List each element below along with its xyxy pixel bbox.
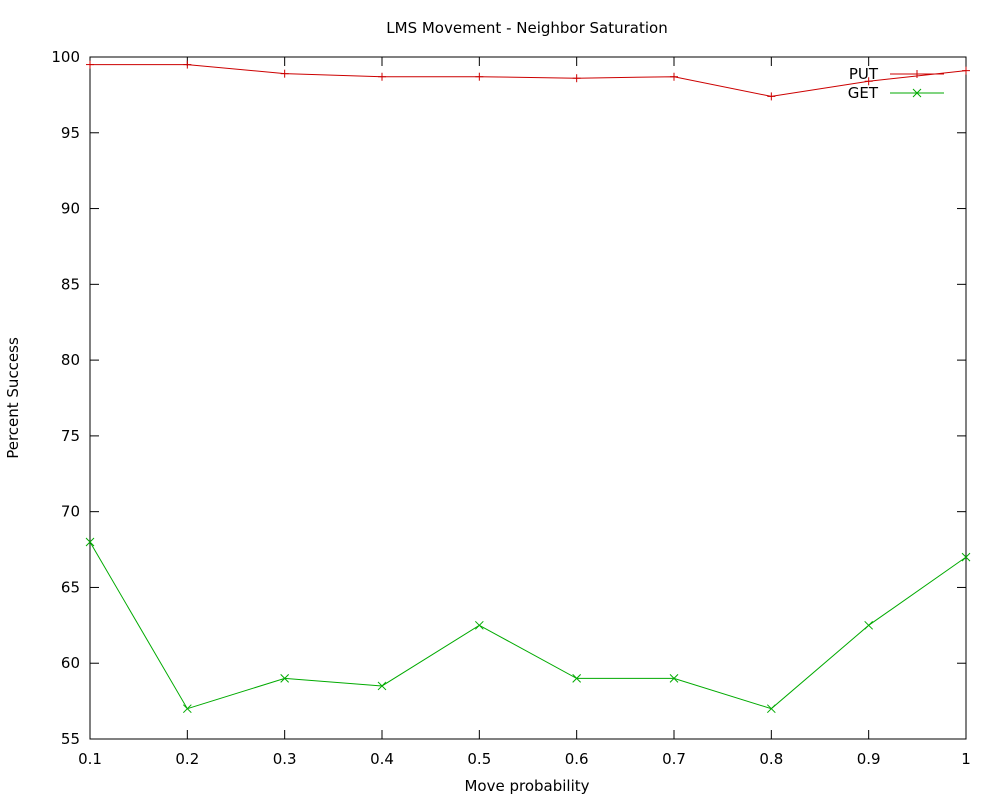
data-point-get — [474, 620, 484, 630]
data-point-put — [280, 69, 289, 78]
chart-title: LMS Movement - Neighbor Saturation — [386, 19, 667, 37]
data-point-get — [182, 704, 192, 714]
y-tick-label: 85 — [61, 275, 80, 293]
data-point-put — [670, 72, 678, 81]
x-tick-label: 0.1 — [78, 750, 102, 768]
legend-label-get: GET — [848, 84, 879, 102]
x-tick-label: 1 — [961, 750, 971, 768]
data-point-put — [962, 66, 970, 75]
y-tick-label: 55 — [61, 730, 80, 748]
series-line-put — [90, 64, 967, 97]
x-tick-label: 0.9 — [857, 750, 881, 768]
y-axis-label: Percent Success — [4, 337, 22, 459]
x-axis-label: Move probability — [464, 777, 589, 795]
data-point-put — [378, 72, 386, 81]
data-point-get — [572, 674, 582, 683]
x-tick-label: 0.6 — [565, 750, 589, 768]
legend-marker-get — [912, 88, 922, 98]
y-axis: 55 60 65 70 75 80 85 90 95 100 — [51, 48, 966, 748]
plot-area — [89, 56, 967, 740]
x-tick-label: 0.5 — [467, 750, 491, 768]
series-line-get — [89, 541, 967, 710]
data-point-put — [86, 60, 94, 69]
y-tick-label: 95 — [61, 124, 80, 142]
data-point-get — [377, 681, 387, 691]
data-point-get — [766, 704, 776, 714]
y-tick-label: 100 — [51, 48, 80, 66]
data-point-get — [669, 674, 679, 683]
data-point-get — [280, 674, 290, 683]
data-point-put — [183, 60, 192, 69]
y-tick-label: 90 — [61, 200, 80, 218]
y-tick-label: 65 — [61, 578, 80, 596]
data-point-put — [767, 92, 776, 101]
x-tick-label: 0.3 — [273, 750, 297, 768]
y-tick-label: 80 — [61, 351, 80, 369]
legend-marker-put — [913, 70, 921, 78]
x-axis: 0.1 0.2 0.3 0.4 0.5 0.6 0.7 0.8 0.9 1 — [78, 57, 971, 768]
data-point-put — [572, 74, 581, 83]
x-tick-label: 0.2 — [175, 750, 199, 768]
series-layer — [85, 60, 971, 714]
x-tick-label: 0.4 — [370, 750, 394, 768]
data-point-get — [85, 537, 95, 547]
data-point-get — [961, 552, 971, 562]
data-point-put — [475, 72, 484, 81]
y-tick-label: 60 — [61, 654, 80, 672]
data-point-put — [864, 77, 873, 86]
legend-label-put: PUT — [849, 65, 879, 83]
y-tick-label: 75 — [61, 427, 80, 445]
x-tick-label: 0.7 — [662, 750, 686, 768]
data-point-get — [864, 620, 874, 630]
y-tick-label: 70 — [61, 503, 80, 521]
x-tick-label: 0.8 — [759, 750, 783, 768]
